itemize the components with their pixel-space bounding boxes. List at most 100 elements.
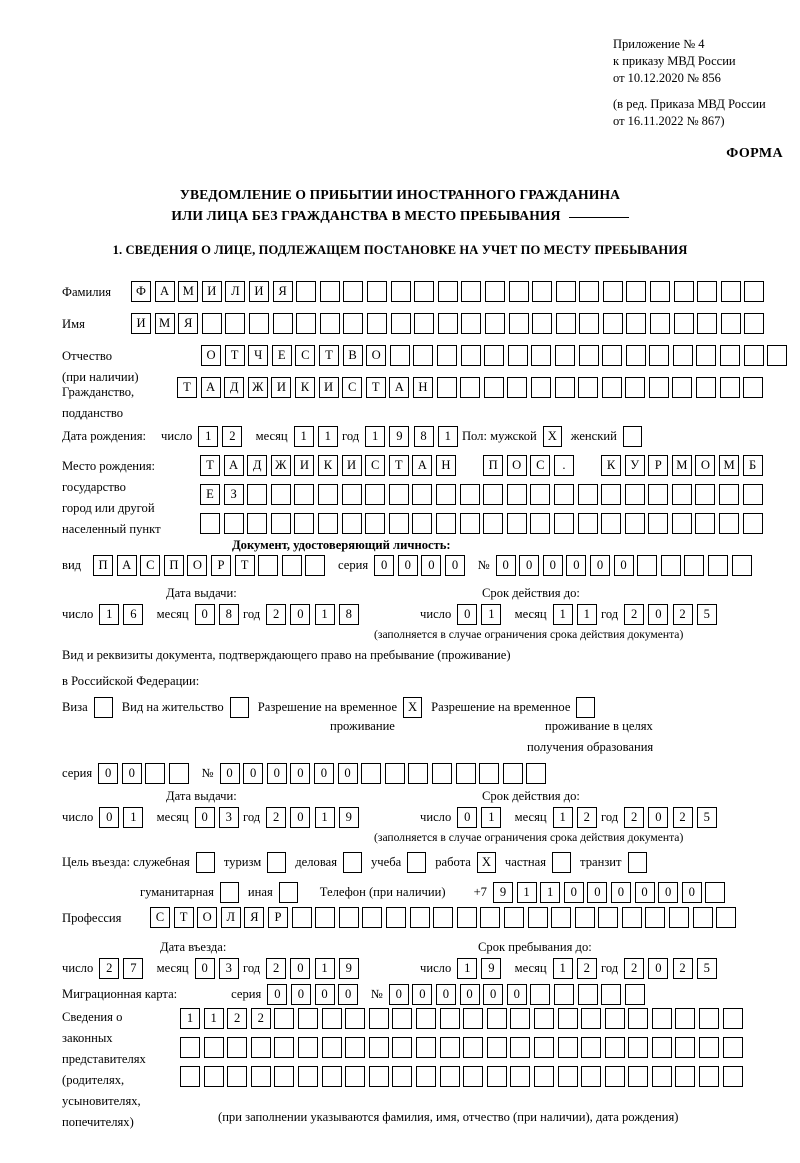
char-cell[interactable]: И [201,281,222,302]
char-cell[interactable]: 0 [194,604,215,625]
char-cell[interactable]: 2 [624,604,645,625]
char-cell[interactable]: 1 [317,426,338,447]
char-cell[interactable] [480,907,501,928]
char-cell[interactable] [577,484,598,505]
char-cell[interactable] [672,377,693,398]
char-cell[interactable]: 0 [444,555,465,576]
char-cell[interactable] [503,907,524,928]
char-cell[interactable] [672,345,693,366]
char-cell[interactable]: 2 [672,807,693,828]
char-cell[interactable]: 1 [314,604,335,625]
char-cell[interactable] [390,281,411,302]
char-cell[interactable]: 0 [243,763,264,784]
char-cell[interactable] [439,1008,460,1029]
char-cell[interactable] [555,313,576,334]
char-cell[interactable] [719,513,740,534]
char-cell[interactable]: 0 [648,807,669,828]
char-cell[interactable] [486,1066,507,1087]
char-cell[interactable]: Т [388,455,409,476]
char-cell[interactable] [719,377,740,398]
char-cell[interactable]: М [719,455,740,476]
char-cell[interactable]: 1 [437,426,458,447]
char-cell[interactable]: Е [271,345,292,366]
char-cell[interactable]: Н [435,455,456,476]
char-cell[interactable] [274,1008,295,1029]
char-cell[interactable]: Л [220,907,241,928]
char-cell[interactable]: Н [412,377,433,398]
char-cell[interactable]: 0 [219,763,240,784]
char-cell[interactable] [508,313,529,334]
char-cell[interactable]: 2 [266,807,287,828]
char-cell[interactable]: М [671,455,692,476]
checkbox-purpose-humanitarian[interactable] [219,882,239,903]
char-cell[interactable]: Я [244,907,265,928]
char-cell[interactable] [461,313,482,334]
char-cell[interactable]: 0 [194,807,215,828]
char-cell[interactable] [297,1037,318,1058]
char-cell[interactable] [388,513,409,534]
char-cell[interactable] [530,984,551,1005]
char-cell[interactable] [533,1066,554,1087]
char-cell[interactable] [502,763,523,784]
char-cell[interactable]: 0 [648,958,669,979]
char-cell[interactable] [651,1037,672,1058]
char-cell[interactable]: 1 [540,882,561,903]
char-cell[interactable] [414,281,435,302]
char-cell[interactable] [392,1008,413,1029]
char-cell[interactable] [533,1008,554,1029]
char-cell[interactable] [317,484,338,505]
char-cell[interactable] [673,313,694,334]
checkbox-purpose-business[interactable] [343,852,362,873]
char-cell[interactable]: 2 [672,958,693,979]
char-cell[interactable] [696,345,717,366]
char-cell[interactable] [439,1037,460,1058]
char-cell[interactable] [554,377,575,398]
char-cell[interactable] [651,1066,672,1087]
char-cell[interactable] [433,907,454,928]
char-cell[interactable]: 1 [481,807,502,828]
char-cell[interactable] [390,313,411,334]
char-cell[interactable] [415,1037,436,1058]
char-cell[interactable] [554,345,575,366]
char-cell[interactable] [743,377,764,398]
char-cell[interactable] [581,1008,602,1029]
char-cell[interactable] [743,345,764,366]
char-cell[interactable] [305,555,326,576]
char-cell[interactable]: Т [173,907,194,928]
field-legal-rep-row-2[interactable] [180,1037,746,1058]
char-cell[interactable] [649,345,670,366]
char-cell[interactable] [484,313,505,334]
char-cell[interactable]: 2 [99,958,120,979]
char-cell[interactable]: С [530,455,551,476]
char-cell[interactable] [533,1037,554,1058]
char-cell[interactable] [601,377,622,398]
char-cell[interactable]: И [341,455,362,476]
char-cell[interactable] [531,345,552,366]
char-cell[interactable] [250,1066,271,1087]
char-cell[interactable]: 8 [413,426,434,447]
char-cell[interactable]: 2 [624,807,645,828]
char-cell[interactable]: С [365,455,386,476]
char-cell[interactable]: И [294,455,315,476]
char-cell[interactable]: Т [224,345,245,366]
char-cell[interactable] [628,1008,649,1029]
char-cell[interactable] [338,907,359,928]
char-cell[interactable] [699,1037,720,1058]
char-cell[interactable] [604,1008,625,1029]
char-cell[interactable]: 1 [198,426,219,447]
char-cell[interactable] [626,281,647,302]
char-cell[interactable]: О [695,455,716,476]
char-cell[interactable]: О [506,455,527,476]
char-cell[interactable] [225,313,246,334]
checkbox-temp-residence-edu[interactable] [576,697,596,718]
